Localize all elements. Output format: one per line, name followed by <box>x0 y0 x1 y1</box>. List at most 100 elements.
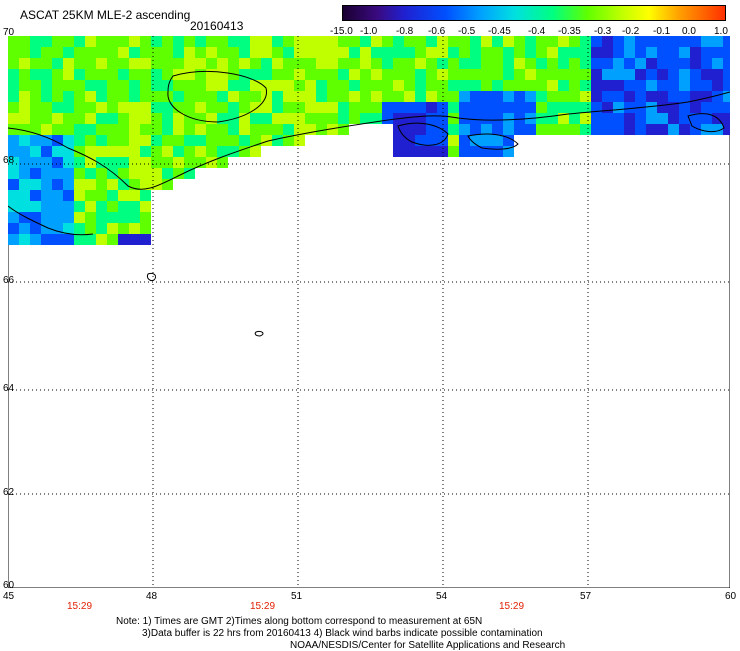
wind-cell <box>613 80 624 91</box>
wind-cell <box>437 80 448 91</box>
wind-cell <box>30 58 41 69</box>
wind-cell <box>162 179 173 190</box>
wind-cell <box>118 91 129 102</box>
wind-cell <box>140 80 151 91</box>
wind-cell <box>459 47 470 58</box>
wind-cell <box>129 36 140 47</box>
wind-cell <box>41 80 52 91</box>
wind-cell <box>360 102 371 113</box>
lat-label: 68 <box>3 155 15 166</box>
wind-cell <box>63 190 74 201</box>
wind-cell <box>569 113 580 124</box>
wind-cell <box>96 212 107 223</box>
wind-cell <box>118 146 129 157</box>
wind-cell <box>118 47 129 58</box>
wind-cell <box>723 80 730 91</box>
wind-cell <box>525 58 536 69</box>
wind-cell <box>272 113 283 124</box>
wind-cell <box>393 146 404 157</box>
wind-cell <box>393 91 404 102</box>
wind-cell <box>393 69 404 80</box>
wind-cell <box>85 201 96 212</box>
wind-cell <box>151 168 162 179</box>
wind-cell <box>426 135 437 146</box>
wind-cell <box>74 146 85 157</box>
wind-cell <box>690 91 701 102</box>
wind-cell <box>19 201 30 212</box>
wind-cell <box>52 190 63 201</box>
wind-cell <box>492 47 503 58</box>
wind-cell <box>30 168 41 179</box>
wind-cell <box>558 91 569 102</box>
wind-cell <box>250 146 261 157</box>
wind-cell <box>525 47 536 58</box>
wind-cell <box>261 91 272 102</box>
wind-cell <box>239 124 250 135</box>
wind-cell <box>492 36 503 47</box>
wind-cell <box>52 69 63 80</box>
wind-cell <box>96 157 107 168</box>
wind-cell <box>8 190 19 201</box>
wind-cell <box>195 157 206 168</box>
wind-cell <box>723 91 730 102</box>
wind-cell <box>492 69 503 80</box>
wind-cell <box>85 223 96 234</box>
wind-cell <box>140 47 151 58</box>
wind-cell <box>316 124 327 135</box>
wind-cell <box>646 47 657 58</box>
wind-cell <box>624 124 635 135</box>
wind-cell <box>558 69 569 80</box>
wind-cell <box>173 91 184 102</box>
wind-cell <box>536 113 547 124</box>
wind-cell <box>426 47 437 58</box>
wind-cell <box>591 124 602 135</box>
wind-cell <box>19 168 30 179</box>
wind-cell <box>85 102 96 113</box>
wind-cell <box>503 58 514 69</box>
wind-cell <box>184 135 195 146</box>
wind-cell <box>30 179 41 190</box>
wind-cell <box>580 58 591 69</box>
wind-cell <box>19 212 30 223</box>
wind-cell <box>63 124 74 135</box>
wind-cell <box>349 58 360 69</box>
wind-cell <box>448 124 459 135</box>
wind-cell <box>316 36 327 47</box>
wind-cell <box>404 47 415 58</box>
wind-cell <box>85 58 96 69</box>
wind-cell <box>63 223 74 234</box>
wind-cell <box>305 58 316 69</box>
wind-cell <box>19 157 30 168</box>
wind-cell <box>19 179 30 190</box>
wind-cell <box>63 102 74 113</box>
wind-cell <box>107 168 118 179</box>
wind-cell <box>52 80 63 91</box>
wind-cell <box>52 212 63 223</box>
coastline <box>8 71 730 337</box>
wind-cell <box>195 113 206 124</box>
wind-cell <box>217 146 228 157</box>
wind-cell <box>63 91 74 102</box>
wind-cell <box>63 80 74 91</box>
wind-cell <box>129 146 140 157</box>
wind-cell <box>261 124 272 135</box>
wind-cell <box>305 113 316 124</box>
wind-cell <box>602 113 613 124</box>
wind-cell <box>338 113 349 124</box>
wind-cell <box>52 91 63 102</box>
wind-cell <box>52 113 63 124</box>
wind-cell <box>107 146 118 157</box>
wind-cell <box>657 102 668 113</box>
wind-cell <box>690 80 701 91</box>
wind-cell <box>657 113 668 124</box>
wind-cell <box>272 91 283 102</box>
wind-cell <box>30 113 41 124</box>
colorbar-tick: 1.0 <box>714 26 728 37</box>
wind-cell <box>294 47 305 58</box>
wind-cell <box>470 69 481 80</box>
wind-cell <box>96 223 107 234</box>
wind-cell <box>30 91 41 102</box>
wind-cell <box>151 36 162 47</box>
wind-cell <box>96 69 107 80</box>
wind-cell <box>63 47 74 58</box>
